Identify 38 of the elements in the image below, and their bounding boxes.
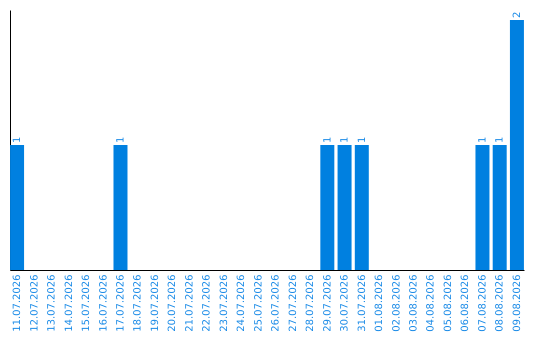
x-tick-label: 02.08.2026 [391,274,402,332]
x-tick-label: 05.08.2026 [442,274,454,332]
x-tick-label: 24.07.2026 [236,274,248,332]
x-tick-label: 28.07.2026 [305,274,316,332]
data-label: 1 [356,136,368,143]
x-tick-label: 19.07.2026 [150,274,161,332]
x-tick-label: 29.07.2026 [322,274,334,332]
data-label: 1 [340,136,351,143]
x-tick-label: 21.07.2026 [184,274,196,332]
data-label: 1 [322,136,334,143]
x-tick-label: 31.07.2026 [356,274,368,332]
data-label: 1 [12,136,24,143]
x-tick-label: 16.07.2026 [98,274,110,332]
data-label: 1 [115,136,126,143]
x-tick-label: 25.07.2026 [253,274,264,332]
x-tick-label: 04.08.2026 [426,274,437,332]
data-label: 1 [494,136,506,143]
x-tick-label: 27.07.2026 [288,274,299,332]
x-tick-label: 06.08.2026 [460,274,472,332]
data-label: 2 [512,12,523,18]
x-tick-label: 15.07.2026 [81,274,92,332]
x-tick-label: 18.07.2026 [132,274,144,332]
x-tick-label: 11.07.2026 [12,274,24,332]
data-label: 1 [477,136,488,143]
x-tick-label: 30.07.2026 [340,274,351,332]
x-tick-label: 23.07.2026 [218,274,230,332]
x-tick-label: 20.07.2026 [167,274,178,332]
x-tick-label: 17.07.2026 [115,274,126,332]
x-tick-label: 13.07.2026 [46,274,58,332]
x-tick-label: 08.08.2026 [494,274,506,332]
x-tick-label: 01.08.2026 [374,274,386,332]
x-tick-label: 26.07.2026 [270,274,282,332]
x-tick-label: 07.08.2026 [477,274,488,332]
x-tick-label: 12.07.2026 [29,274,40,332]
x-tick-label: 09.08.2026 [512,274,523,332]
x-tick-label: 03.08.2026 [408,274,420,332]
x-tick-label: 22.07.2026 [202,274,213,332]
x-tick-label: 14.07.2026 [64,274,75,332]
